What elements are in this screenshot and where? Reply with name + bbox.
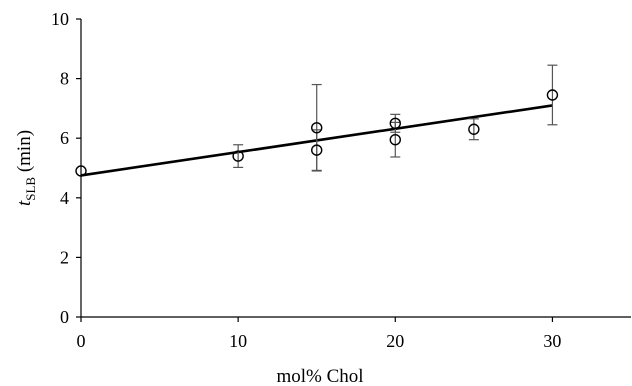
x-tick-label: 30 bbox=[543, 331, 561, 351]
y-axis-title-sub: SLB bbox=[23, 177, 38, 201]
x-tick-label: 20 bbox=[386, 331, 404, 351]
axes bbox=[76, 18, 631, 322]
y-tick-label: 0 bbox=[60, 307, 69, 327]
data-point bbox=[468, 123, 480, 135]
y-tick-label: 4 bbox=[60, 188, 69, 208]
error-bars bbox=[233, 64, 558, 172]
y-tick-label: 10 bbox=[51, 9, 69, 29]
data-point bbox=[232, 150, 244, 162]
y-axis-title: tSLB (min) bbox=[14, 130, 38, 206]
data-point bbox=[389, 117, 401, 130]
tick-labels: 0 2 4 6 8 10 0 10 20 30 bbox=[51, 9, 561, 351]
data-point bbox=[389, 133, 401, 146]
x-tick-label: 0 bbox=[77, 331, 86, 351]
data-point bbox=[311, 144, 323, 156]
data-point bbox=[311, 122, 323, 134]
y-tick-label: 6 bbox=[60, 128, 69, 148]
y-axis-title-main: t bbox=[14, 200, 35, 206]
y-tick-label: 8 bbox=[60, 69, 69, 89]
data-point bbox=[75, 165, 87, 177]
x-tick-label: 10 bbox=[229, 331, 247, 351]
data-points bbox=[75, 89, 559, 177]
data-point bbox=[546, 89, 559, 101]
y-axis-title-unit: (min) bbox=[14, 130, 35, 177]
y-tick-label: 2 bbox=[60, 247, 69, 267]
x-axis-title: mol% Chol bbox=[276, 366, 363, 386]
